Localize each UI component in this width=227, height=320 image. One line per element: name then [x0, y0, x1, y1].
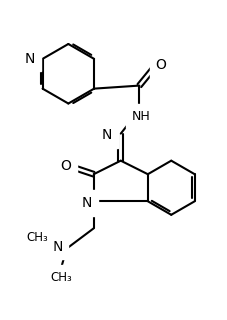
Text: N: N [81, 196, 92, 210]
Text: O: O [60, 159, 71, 173]
Text: O: O [155, 58, 165, 72]
Text: N: N [101, 128, 112, 142]
Text: N: N [52, 240, 62, 254]
Text: NH: NH [131, 109, 150, 123]
Text: N: N [25, 52, 35, 66]
Text: CH₃: CH₃ [50, 271, 72, 284]
Text: CH₃: CH₃ [26, 231, 47, 244]
